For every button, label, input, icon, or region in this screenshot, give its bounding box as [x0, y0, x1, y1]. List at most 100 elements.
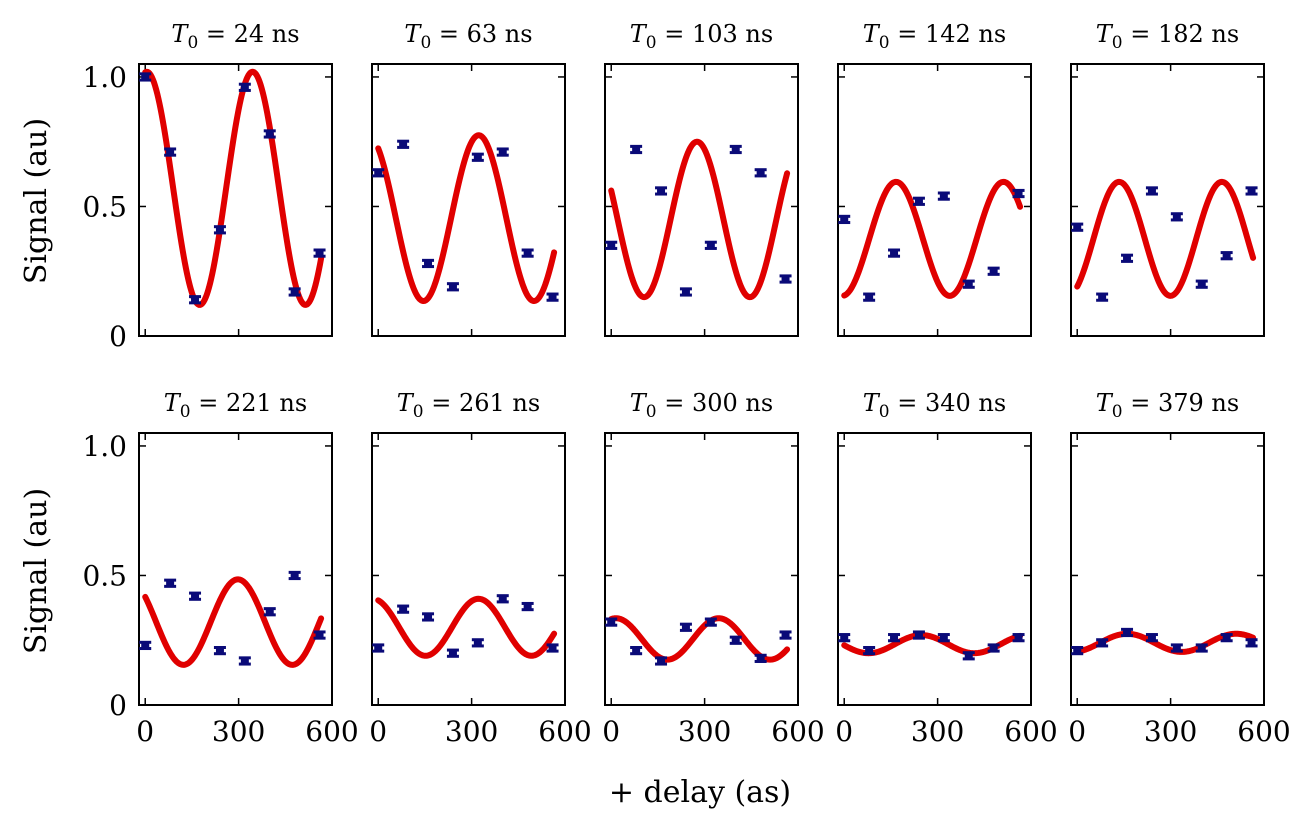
panel-title-value: = 340 ns	[890, 389, 1007, 417]
panel-title-variable: T	[1096, 389, 1114, 417]
data-point	[1096, 638, 1109, 648]
panel-title: T0 = 300 ns	[630, 389, 773, 422]
data-point	[1071, 645, 1084, 656]
data-point	[189, 591, 202, 601]
x-tick-label: 300	[445, 715, 498, 748]
data-point	[912, 630, 925, 640]
panel-title-subscript: 0	[180, 402, 191, 422]
y-axis-label-bottom-row: Signal (au)	[19, 488, 54, 654]
data-point	[1170, 643, 1183, 653]
y-tick-label: 1.0	[82, 61, 127, 94]
data-point	[496, 147, 509, 157]
data-point	[987, 643, 1000, 653]
data-point	[912, 196, 925, 206]
data-point	[1012, 633, 1025, 643]
panel-title-variable: T	[1096, 20, 1114, 48]
data-point	[238, 82, 251, 92]
panel-title: T0 = 63 ns	[404, 20, 532, 53]
panel-title-value: = 63 ns	[431, 20, 532, 48]
data-point	[372, 643, 385, 653]
x-tick-label: 0	[1068, 715, 1086, 748]
panel-frame	[371, 63, 566, 337]
panel-title: T0 = 103 ns	[630, 20, 773, 53]
data-point	[630, 144, 643, 155]
data-point	[422, 258, 435, 269]
data-point	[962, 651, 975, 661]
x-tick-label: 300	[212, 715, 265, 748]
data-point	[521, 248, 534, 258]
fit-curve	[142, 68, 325, 308]
panel-title-value: = 103 ns	[657, 20, 774, 48]
data-point	[754, 653, 767, 663]
panel-frame	[604, 63, 799, 337]
panel-title-variable: T	[863, 20, 881, 48]
data-point	[213, 225, 226, 235]
x-tick-label: 300	[1144, 715, 1197, 748]
data-point	[704, 240, 717, 250]
data-point	[1220, 633, 1233, 643]
panel-9: 0 300 600 T0 = 340 ns	[835, 389, 1057, 748]
data-point	[139, 72, 152, 82]
x-tick-label: 600	[1004, 715, 1057, 748]
data-point	[704, 617, 717, 627]
fit-curve	[375, 132, 558, 305]
data-point	[863, 292, 876, 302]
data-point	[471, 152, 484, 162]
data-point	[838, 633, 851, 643]
x-tick-label: 300	[678, 715, 731, 748]
data-point	[446, 282, 459, 292]
data-point	[263, 607, 276, 617]
panel-title-variable: T	[171, 20, 189, 48]
data-point	[422, 612, 435, 622]
data-point	[679, 622, 692, 632]
data-point	[1195, 279, 1208, 289]
panel-title: T0 = 261 ns	[397, 389, 540, 422]
data-point	[888, 633, 901, 643]
panel-title-variable: T	[397, 389, 415, 417]
panel-frame	[1070, 432, 1265, 706]
y-tick-label: 0	[109, 320, 127, 353]
panel-title-subscript: 0	[420, 33, 431, 53]
panel-title: T0 = 221 ns	[164, 389, 307, 422]
panel-title-value: = 261 ns	[424, 389, 541, 417]
y-tick-label: 1.0	[82, 430, 127, 463]
panel-title-variable: T	[404, 20, 422, 48]
data-point	[863, 645, 876, 656]
panel-title: T0 = 182 ns	[1096, 20, 1239, 53]
panel-title-subscript: 0	[879, 402, 890, 422]
data-point	[397, 139, 410, 149]
data-point	[1071, 222, 1084, 232]
data-point	[546, 643, 559, 653]
panel-grid: 00.51.0T0 = 24 ns T0 = 63 ns T0 = 103 ns T0…	[82, 20, 1290, 748]
panel-title: T0 = 340 ns	[863, 389, 1006, 422]
panel-title: T0 = 142 ns	[863, 20, 1006, 53]
panel-title-subscript: 0	[413, 402, 424, 422]
data-point	[987, 266, 1000, 276]
panel-title-subscript: 0	[1112, 402, 1123, 422]
data-point	[1145, 633, 1158, 643]
x-tick-label: 0	[136, 715, 154, 748]
panel-title-variable: T	[630, 389, 648, 417]
panel-title-subscript: 0	[1112, 33, 1123, 53]
data-point	[838, 214, 851, 225]
data-point	[164, 147, 177, 157]
panel-title-value: = 182 ns	[1123, 20, 1240, 48]
data-point	[888, 248, 901, 258]
y-tick-label: 0.5	[82, 559, 127, 592]
data-point	[605, 240, 618, 250]
panel-title-value: = 24 ns	[198, 20, 299, 48]
data-point	[937, 633, 950, 643]
y-axis-label-top-row: Signal (au)	[19, 118, 54, 284]
x-tick-label: 0	[835, 715, 853, 748]
x-tick-label: 300	[911, 715, 964, 748]
fit-curve	[841, 178, 1024, 299]
data-point	[521, 601, 534, 612]
panel-frame	[604, 432, 799, 706]
data-point	[496, 594, 509, 604]
data-point	[1245, 186, 1258, 196]
data-point	[630, 645, 643, 656]
data-point	[313, 248, 326, 258]
data-point	[1012, 188, 1025, 199]
